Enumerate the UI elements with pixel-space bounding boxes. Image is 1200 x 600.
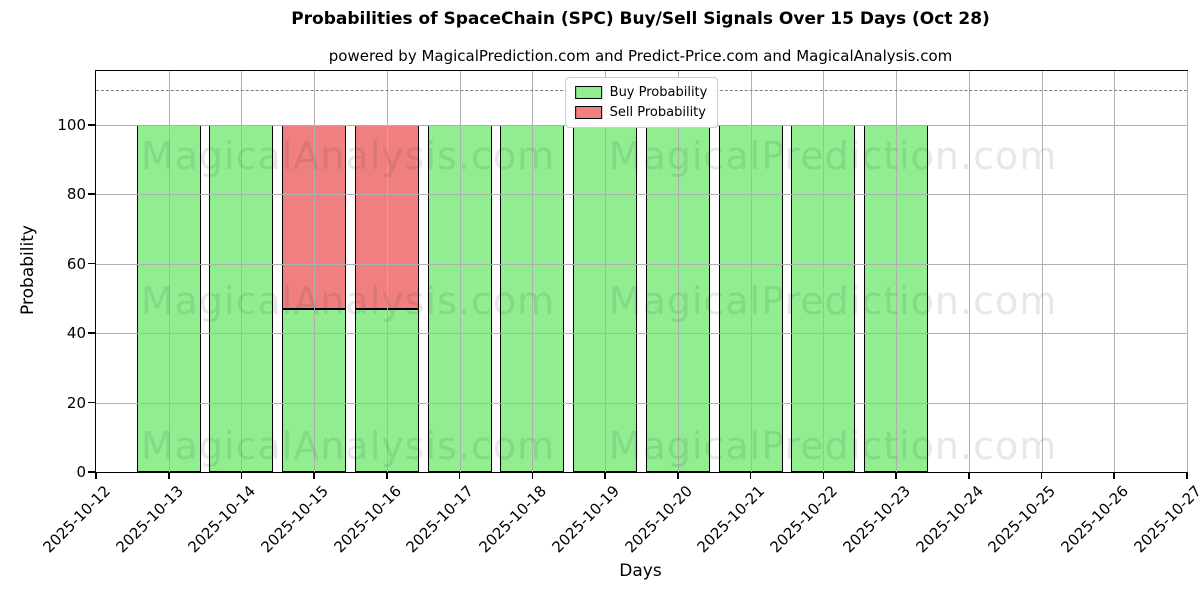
x-tick-label: 2025-10-26	[1057, 482, 1132, 557]
legend-item: Sell Probability	[574, 105, 708, 120]
vertical-gridline	[459, 71, 461, 472]
vertical-gridline	[314, 71, 316, 472]
y-tick-label: 60	[66, 254, 86, 273]
vertical-gridline	[386, 71, 388, 472]
vertical-gridline	[896, 71, 898, 472]
x-tick-label: 2025-10-18	[475, 482, 551, 557]
legend: Buy Probability Sell Probability	[564, 77, 719, 128]
plot-area: Buy Probability Sell Probability MagicalA…	[39, 70, 1200, 556]
x-tick-mark	[968, 472, 970, 479]
y-tick-label: 40	[66, 324, 86, 343]
horizontal-gridline	[96, 402, 1187, 404]
vertical-gridline	[168, 71, 170, 472]
vertical-gridline	[605, 71, 607, 472]
x-tick-label: 2025-10-15	[257, 482, 332, 557]
legend-item: Buy Probability	[574, 85, 708, 100]
y-tick-mark	[88, 124, 96, 126]
x-tick-mark	[749, 472, 752, 479]
horizontal-gridline	[96, 333, 1187, 335]
x-tick-label: 2025-10-13	[112, 482, 187, 557]
y-tick-mark	[88, 262, 96, 265]
legend-swatch-icon	[574, 106, 602, 119]
x-tick-mark	[531, 472, 534, 479]
x-axis-label: Days	[619, 561, 662, 581]
vertical-gridline	[750, 71, 752, 472]
watermark-text: MagicalPrediction.com	[608, 424, 1058, 468]
x-tick-label: 2025-10-22	[766, 482, 842, 557]
y-tick-label: 80	[66, 185, 86, 204]
vertical-gridline	[968, 71, 970, 472]
x-tick-label: 2025-10-12	[39, 482, 114, 557]
watermark-text: MagicalAnalysis.com	[140, 424, 556, 468]
x-tick-mark	[677, 472, 679, 479]
x-tick-label: 2025-10-19	[548, 482, 623, 557]
vertical-gridline	[823, 71, 825, 472]
x-tick-mark	[822, 472, 825, 479]
x-tick-mark	[458, 472, 461, 479]
y-tick-mark	[88, 332, 96, 334]
x-tick-mark	[895, 472, 897, 479]
y-tick-label: 20	[66, 393, 86, 412]
x-tick-mark	[167, 472, 170, 479]
y-tick-mark	[88, 471, 96, 473]
horizontal-gridline	[96, 263, 1187, 265]
watermark-text: MagicalAnalysis.com	[140, 134, 556, 178]
horizontal-gridline	[96, 194, 1187, 196]
x-tick-label: 2025-10-21	[693, 482, 769, 557]
x-tick-mark	[1040, 472, 1043, 479]
legend-label: Buy Probability	[609, 85, 708, 100]
y-tick-label: 100	[57, 115, 86, 134]
x-tick-label: 2025-10-23	[839, 482, 914, 557]
vertical-gridline	[677, 71, 679, 472]
y-tick-label: 0	[76, 463, 86, 481]
watermark-text: MagicalPrediction.com	[608, 279, 1058, 323]
x-tick-mark	[1113, 472, 1116, 479]
x-tick-mark	[95, 472, 97, 479]
vertical-gridline	[1187, 71, 1188, 472]
x-tick-label: 2025-10-14	[184, 482, 260, 557]
y-tick-mark	[88, 401, 96, 404]
legend-swatch-icon	[574, 86, 602, 99]
y-tick-mark	[88, 193, 96, 196]
x-tick-label: 2025-10-20	[621, 482, 696, 557]
watermark-text: MagicalPrediction.com	[608, 134, 1058, 178]
vertical-gridline	[241, 71, 243, 472]
vertical-gridline	[1114, 71, 1116, 472]
x-tick-label: 2025-10-25	[984, 482, 1060, 557]
x-tick-label: 2025-10-16	[330, 482, 405, 557]
x-tick-mark	[313, 472, 315, 479]
x-tick-mark	[386, 472, 388, 479]
vertical-gridline	[1041, 71, 1043, 472]
x-tick-label: 2025-10-27	[1130, 482, 1200, 557]
x-tick-label: 2025-10-24	[912, 482, 987, 557]
chart-title: Probabilities of SpaceChain (SPC) Buy/Se…	[291, 9, 990, 29]
legend-label: Sell Probability	[609, 105, 706, 120]
x-tick-mark	[240, 472, 243, 479]
chart-subtitle: powered by MagicalPrediction.com and Pre…	[328, 47, 953, 65]
x-tick-mark	[604, 472, 606, 479]
vertical-gridline	[532, 71, 534, 472]
watermark-text: MagicalAnalysis.com	[140, 279, 556, 323]
x-tick-mark	[1186, 472, 1188, 479]
x-tick-label: 2025-10-17	[403, 482, 478, 557]
